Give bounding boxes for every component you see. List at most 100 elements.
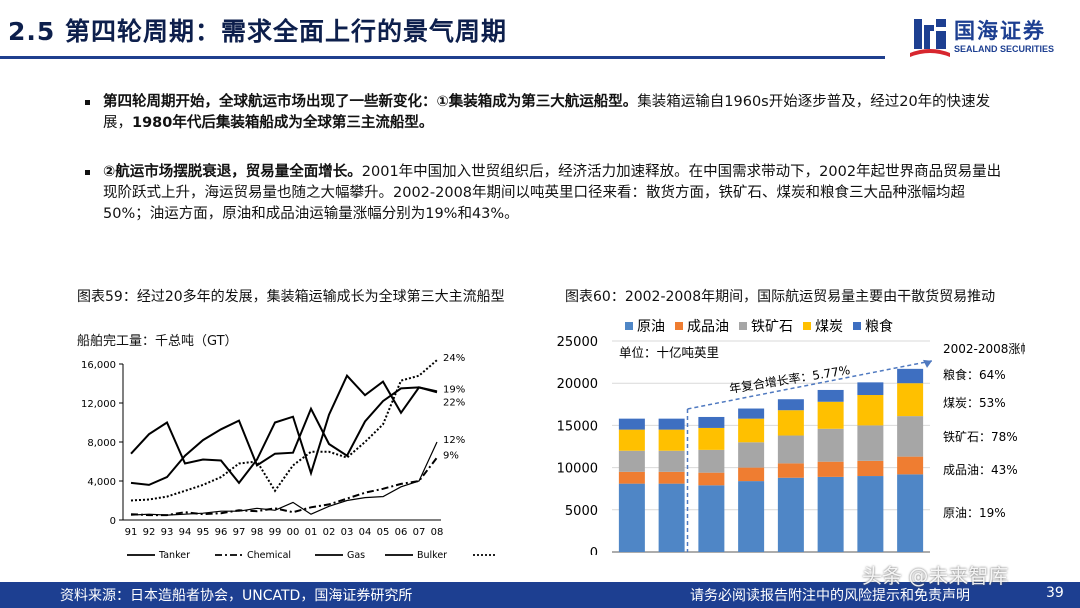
x-tick-label: 98 [251,527,264,538]
footer-bar [0,582,1080,608]
y-tick-label: 16,000 [81,360,116,371]
bullet-bold: ②航运市场摆脱衰退，贸易量全面增长。 [103,164,362,180]
bullet-text: 2001年中国加入世贸组织后，经济活力加速释放。在中国需求带动下，2002年起世… [103,164,1002,222]
bar-segment [817,476,844,552]
series-line-container [130,359,438,502]
legend-label: 原油 [637,319,665,335]
x-tick-label: 00 [287,527,300,538]
footer-source: 资料来源：日本造船者协会，UNCATD，国海证券研究所 [60,588,413,604]
growth-label: 原油：19% [943,506,1006,520]
bar-segment [658,471,685,484]
bullet-list: 第四轮周期开始，全球航运市场出现了一些新变化：①集装箱成为第三大航运船型。集装箱… [85,92,1005,253]
legend-label: Chemical [247,550,291,561]
y-tick-label: 5000 [565,504,598,519]
series-end-label: 24% [443,353,465,364]
bullet-square-icon [85,100,90,105]
bar-segment [698,485,725,552]
bar-segment [817,401,844,429]
bar-segment [698,472,725,486]
bar-segment [817,389,844,402]
bar-segment [897,383,924,417]
legend-swatch [625,322,633,330]
series-line-bulker [130,386,438,486]
bullet-item: ②航运市场摆脱衰退，贸易量全面增长。2001年中国加入世贸组织后，经济活力加速释… [85,162,1005,225]
ship-completion-line-chart: 0 4,000 8,000 12,000 16,000 91 92 93 94 95 96 97 98 9… [81,353,495,561]
x-tick-label: 99 [269,527,282,538]
growth-label: 成品油：43% [943,463,1018,477]
bullet-square-icon [85,170,90,175]
legend-swatch [803,322,811,330]
legend-swatch [739,322,747,330]
bar-segment [618,418,645,430]
legend-label: Tanker [158,550,190,561]
y-tick-label: 25000 [557,335,598,350]
bar-segment [857,382,884,396]
bar-segment [817,428,844,462]
trade-volume-stacked-bar-chart: 原油 成品油 铁矿石 煤炭 粮食 0 5000 10000 15000 20000 25000 单位：… [557,318,1025,555]
x-tick-label: 04 [359,527,372,538]
bar-segment [738,418,765,443]
x-tick-label: 97 [233,527,246,538]
x-tick-label: 01 [305,527,318,538]
bar-segment [698,449,725,473]
series-end-label: 22% [443,397,465,408]
logo-mark-icon [910,19,950,57]
unit-label: 单位：十亿吨英里 [619,345,719,360]
series-line-tanker [130,373,438,485]
bar-segment [698,416,725,428]
bar-segment [897,474,924,552]
bullet-bold: 第四轮周期开始，全球航运市场出现了一些新变化：①集装箱成为第三大航运船型。 [103,94,638,110]
bar-segment [777,435,804,464]
x-tick-label: 91 [125,527,138,538]
legend-label: 粮食 [865,318,893,335]
x-tick-label: 96 [215,527,228,538]
bar-segment [897,456,924,475]
right-figure-caption: 图表60：2002-2008年期间，国际航运贸易量主要由干散货贸易推动 [565,289,996,305]
bar-segment [777,410,804,436]
series-line-gas [130,441,438,516]
logo-chinese: 国海证券 [954,19,1046,43]
y-tick-label: 4,000 [87,477,116,488]
bar-segment [777,399,804,411]
series-end-label: 12% [443,435,465,446]
logo-english: SEALAND SECURITIES [954,44,1055,54]
bar-segment [738,408,765,419]
bar-segment [857,476,884,552]
slide-title: 2.5 第四轮周期：需求全面上行的景气周期 [8,17,507,46]
bar-segment [658,450,685,472]
x-tick-label: 95 [197,527,210,538]
x-tick-label: 07 [413,527,426,538]
bar-segment [658,418,685,430]
x-tick-label: 06 [395,527,408,538]
legend-label: Bulker [417,550,447,561]
x-tick-label: 03 [341,527,354,538]
legend-label: Gas [347,550,365,561]
bar-segment [857,460,884,477]
y-tick-label: 0 [590,546,598,555]
legend-swatch [853,322,861,330]
x-tick-label: 05 [377,527,390,538]
x-tick-label: 92 [143,527,156,538]
bar-segment [897,368,924,384]
sealand-logo: 国海证券 SEALAND SECURITIES [910,15,1070,61]
legend-label: 煤炭 [815,319,843,335]
bar-segment [738,481,765,552]
series-line-chemical [130,456,438,517]
y-tick-label: 8,000 [87,438,116,449]
bar-segment [857,395,884,426]
bullet-item: 第四轮周期开始，全球航运市场出现了一些新变化：①集装箱成为第三大航运船型。集装箱… [85,92,1005,134]
page-number: 39 [1046,585,1064,601]
bar-segment [738,467,765,482]
growth-label: 煤炭：53% [943,396,1006,410]
trend-arrowhead-icon [923,359,932,368]
y-tick-label: 12,000 [81,399,116,410]
bullet-bold-2: 1980年代后集装箱船成为全球第三主流船型。 [132,115,434,131]
left-figure-caption: 图表59：经过20多年的发展，集装箱运输成长为全球第三大主流船型 [77,289,505,305]
x-tick-label: 02 [323,527,336,538]
legend-label: 铁矿石 [751,319,793,335]
bar-segment [738,442,765,468]
legend-swatch [675,322,683,330]
bar-segment [698,427,725,450]
bar-segment [777,463,804,478]
bar-segment [618,471,645,484]
